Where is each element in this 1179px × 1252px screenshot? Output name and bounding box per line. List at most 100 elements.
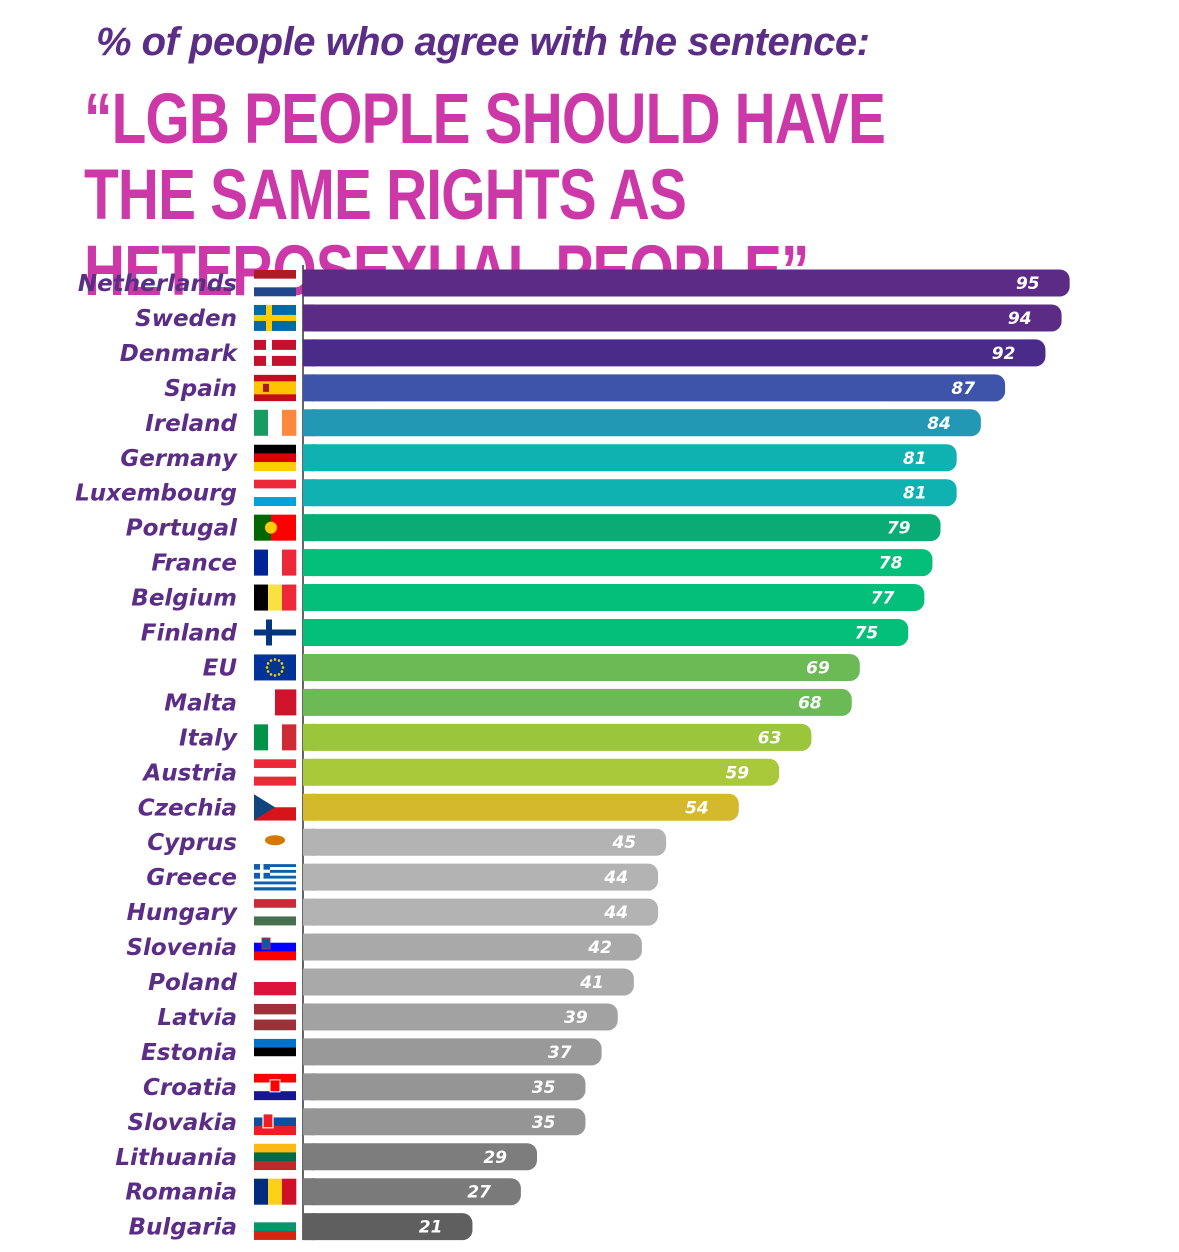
lithuania-flag [254, 1143, 296, 1171]
italy-flag [254, 724, 297, 751]
romania-flag [254, 1178, 297, 1205]
bar-row: Cyprus 45 [147, 828, 667, 856]
bar [303, 1178, 521, 1206]
bar [303, 1003, 618, 1031]
sweden-flag [254, 304, 296, 331]
bar [303, 863, 659, 891]
bar-square-start [303, 304, 315, 332]
bar-square-start [303, 933, 315, 961]
bulgaria-flag [254, 1213, 296, 1240]
belgium-flag [254, 584, 297, 611]
data-label: 69 [806, 658, 830, 678]
data-label: 77 [871, 589, 895, 609]
latvia-flag [254, 1003, 296, 1031]
bar-square-start [303, 898, 315, 926]
bar-row: Italy 63 [179, 723, 812, 751]
data-label: 35 [532, 1078, 556, 1098]
bar-row: Hungary 44 [127, 898, 659, 926]
greece-flag [254, 864, 296, 891]
bar-row: Latvia 39 [157, 1003, 618, 1031]
bar-row: Czechia 54 [138, 793, 739, 821]
bar-square-start [303, 1143, 315, 1171]
france-flag [254, 549, 297, 576]
data-label: 84 [927, 414, 951, 434]
bar [303, 304, 1062, 332]
chart-rows: Netherlands 95 Sweden 94 Denmark 92 Spain 87 Ire… [75, 269, 1070, 1241]
bar-row: Estonia 37 [141, 1038, 602, 1066]
data-label: 75 [855, 624, 879, 644]
category-label: Poland [148, 970, 237, 996]
category-label: Malta [164, 690, 237, 716]
data-label: 63 [758, 728, 782, 748]
bar [303, 444, 957, 472]
data-label: 37 [548, 1043, 572, 1063]
bar-square-start [303, 863, 315, 891]
bar-row: Portugal 79 [126, 514, 941, 542]
bar-row: EU 69 [203, 653, 860, 681]
bar-row: Sweden 94 [135, 304, 1062, 332]
bar-square-start [303, 758, 315, 786]
bar-square-start [303, 549, 315, 577]
bar [303, 514, 941, 542]
ireland-flag [254, 409, 297, 436]
bar-row: Austria 59 [141, 758, 780, 786]
category-label: Hungary [127, 900, 238, 926]
bar [303, 1073, 586, 1101]
bar [303, 933, 642, 961]
category-label: Netherlands [78, 271, 237, 297]
bar-square-start [303, 1213, 315, 1241]
bar-row: Netherlands 95 [78, 269, 1070, 297]
bar-square-start [303, 1003, 315, 1031]
spain-flag [254, 374, 296, 402]
bar [303, 1108, 586, 1136]
bar-row: Finland 75 [141, 619, 909, 647]
data-label: 92 [992, 344, 1016, 364]
data-label: 35 [532, 1113, 556, 1133]
data-label: 87 [951, 379, 975, 399]
bar-square-start [303, 688, 315, 716]
bar-row: Slovenia 42 [126, 933, 642, 961]
bar-row: Croatia 35 [143, 1073, 586, 1101]
data-label: 54 [685, 798, 709, 818]
data-label: 42 [587, 938, 612, 958]
category-label: Croatia [143, 1075, 237, 1101]
data-label: 41 [579, 973, 604, 993]
data-label: 27 [467, 1183, 491, 1203]
category-label: Italy [179, 725, 238, 751]
bar-square-start [303, 793, 315, 821]
bar [303, 479, 957, 507]
bar [303, 619, 909, 646]
bar [303, 828, 667, 856]
category-label: Spain [164, 376, 237, 402]
bar [303, 1038, 602, 1066]
data-label: 78 [879, 554, 903, 574]
category-label: Luxembourg [75, 481, 237, 507]
bar [303, 758, 780, 786]
category-label: Lithuania [115, 1145, 237, 1171]
bar-square-start [303, 619, 315, 646]
bar-square-start [303, 1178, 315, 1206]
bar [303, 1143, 538, 1171]
bar-row: Luxembourg 81 [75, 479, 957, 507]
bar [303, 898, 659, 926]
category-label: Latvia [157, 1005, 237, 1031]
bar-row: Romania 27 [125, 1178, 521, 1206]
data-label: 45 [611, 833, 636, 853]
category-label: Belgium [131, 586, 237, 612]
category-label: Ireland [145, 411, 237, 437]
germany-flag [254, 444, 296, 472]
category-label: Portugal [126, 516, 238, 542]
data-label: 81 [903, 484, 927, 504]
bar [303, 549, 933, 577]
bar [303, 339, 1046, 367]
category-label: Denmark [120, 341, 239, 367]
cyprus-flag [254, 829, 296, 856]
bar-square-start [303, 339, 315, 367]
croatia-flag [254, 1073, 296, 1101]
estonia-flag [254, 1038, 296, 1066]
denmark-flag [254, 339, 296, 366]
bar-square-start [303, 723, 315, 751]
bar-square-start [303, 409, 315, 437]
czechia-flag [254, 794, 296, 821]
bar [303, 1213, 473, 1241]
